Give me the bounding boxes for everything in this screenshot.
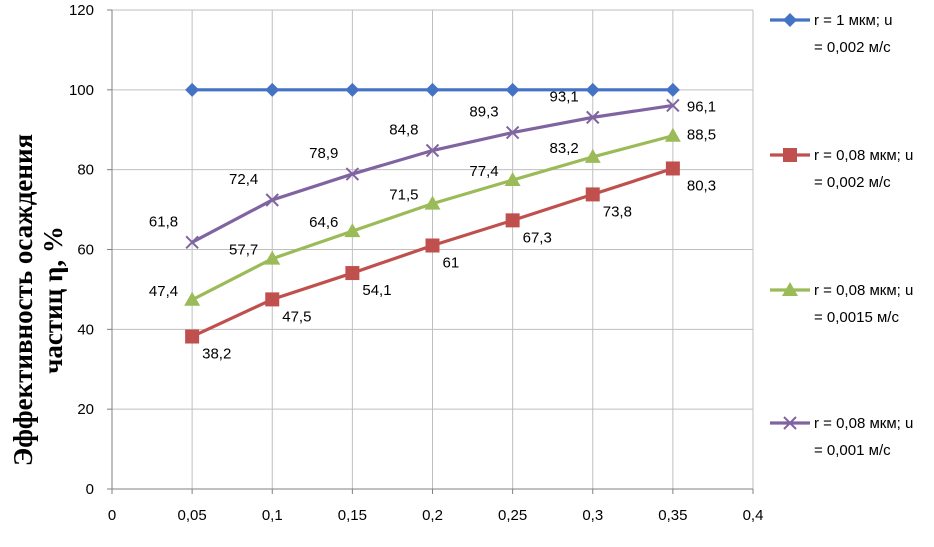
- data-point: [424, 195, 441, 210]
- data-point: [344, 223, 361, 238]
- data-point: [585, 82, 600, 97]
- data-point: [185, 235, 199, 250]
- data-point: [184, 291, 201, 306]
- data-label: 61: [443, 255, 460, 272]
- x-tick-label: 0,3: [582, 507, 603, 524]
- data-label: 54,1: [362, 282, 391, 299]
- x-tick-label: 0,05: [178, 507, 207, 524]
- data-point: [585, 187, 600, 202]
- data-label: 88,5: [687, 127, 716, 144]
- data-label: 83,2: [550, 140, 579, 157]
- series-2: [185, 161, 680, 344]
- legend-entry-4: r = 0,08 мкм; u = 0,001 м/с: [770, 415, 913, 459]
- x-tick-label: 0,1: [262, 507, 283, 524]
- data-point: [505, 125, 520, 140]
- tick-labels: 0 20 40 60 80 100 120 0 0,05 0,1 0,15 0,2 0,25 0,3 0,3…: [69, 2, 763, 524]
- legend-label-line1: r = 0,08 мкм; u: [814, 415, 913, 432]
- legend-label-line1: r = 0,08 мкм; u: [814, 147, 913, 164]
- data-label: 89,3: [469, 104, 498, 121]
- series-3: [184, 127, 681, 306]
- y-tick-label: 60: [77, 242, 94, 259]
- data-label: 57,7: [229, 242, 258, 259]
- y-tick-label: 80: [77, 162, 94, 179]
- legend: r = 1 мкм; u = 0,002 м/с r = 0,08 мкм; u = …: [770, 12, 913, 459]
- data-point: [425, 82, 440, 97]
- data-point: [265, 193, 279, 207]
- data-point: [425, 238, 440, 253]
- y-tick-label: 40: [77, 321, 94, 338]
- legend-marker: [783, 148, 797, 162]
- x-tick-label: 0,2: [422, 507, 443, 524]
- legend-label-line1: r = 1 мкм; u: [814, 12, 892, 29]
- data-label: 73,8: [603, 203, 632, 220]
- data-label: 72,4: [229, 171, 258, 188]
- legend-marker: [783, 416, 797, 430]
- data-label: 93,1: [550, 88, 579, 105]
- data-label: 84,8: [389, 122, 418, 139]
- y-axis-title-line2: частиц η, %: [38, 226, 68, 374]
- legend-label-line2: = 0,002 м/с: [814, 39, 891, 56]
- legend-entry-3: r = 0,08 мкм; u = 0,0015 м/с: [770, 282, 913, 326]
- data-label: 38,2: [202, 346, 231, 363]
- data-label: 64,6: [309, 214, 338, 231]
- data-point: [425, 143, 440, 158]
- data-point: [345, 167, 360, 181]
- data-label: 96,1: [687, 98, 716, 115]
- data-label: 78,9: [309, 145, 338, 162]
- x-tick-label: 0,15: [338, 507, 367, 524]
- data-point: [664, 127, 681, 142]
- legend-label-line2: = 0,001 м/с: [814, 442, 891, 459]
- y-tick-label: 100: [69, 82, 94, 99]
- y-tick-label: 120: [69, 2, 94, 19]
- data-point: [665, 161, 680, 176]
- legend-entry-2: r = 0,08 мкм; u = 0,002 м/с: [770, 147, 913, 191]
- data-point: [586, 110, 600, 125]
- data-label: 47,4: [149, 283, 178, 300]
- legend-marker: [782, 282, 798, 296]
- legend-marker: [783, 13, 797, 27]
- data-point: [584, 148, 601, 163]
- data-point: [265, 292, 280, 307]
- data-point: [504, 172, 521, 187]
- data-point: [345, 266, 360, 281]
- data-labels: 38,2 47,5 54,1 61 67,3 73,8 80,3 47,4 57,7 64,6 71…: [149, 88, 716, 362]
- y-axis-title: Эффективность осаждения частиц η, %: [8, 134, 68, 466]
- data-point: [505, 213, 520, 228]
- data-point: [666, 98, 680, 113]
- x-tick-label: 0,4: [743, 507, 764, 524]
- data-point: [185, 329, 200, 344]
- data-point: [665, 82, 680, 97]
- data-label: 67,3: [523, 229, 552, 246]
- series-4: [185, 98, 680, 250]
- data-point: [265, 82, 280, 97]
- y-tick-label: 0: [86, 481, 94, 498]
- data-label: 71,5: [389, 187, 418, 204]
- legend-label-line1: r = 0,08 мкм; u: [814, 282, 913, 299]
- data-point: [345, 82, 360, 97]
- y-tick-label: 20: [77, 401, 94, 418]
- data-point: [185, 82, 200, 97]
- data-point: [505, 82, 520, 97]
- data-label: 80,3: [687, 177, 716, 194]
- x-tick-label: 0,35: [658, 507, 687, 524]
- legend-entry-1: r = 1 мкм; u = 0,002 м/с: [770, 12, 892, 56]
- legend-label-line2: = 0,0015 м/с: [814, 309, 899, 326]
- data-label: 77,4: [469, 163, 498, 180]
- legend-label-line2: = 0,002 м/с: [814, 174, 891, 191]
- data-point: [264, 250, 281, 265]
- y-axis-title-line1: Эффективность осаждения: [8, 134, 38, 466]
- x-tick-label: 0: [108, 507, 116, 524]
- data-label: 47,5: [282, 308, 311, 325]
- series: [184, 82, 681, 344]
- data-label: 61,8: [149, 213, 178, 230]
- series-1: [185, 82, 680, 97]
- axes: [107, 9, 754, 494]
- x-tick-label: 0,25: [498, 507, 527, 524]
